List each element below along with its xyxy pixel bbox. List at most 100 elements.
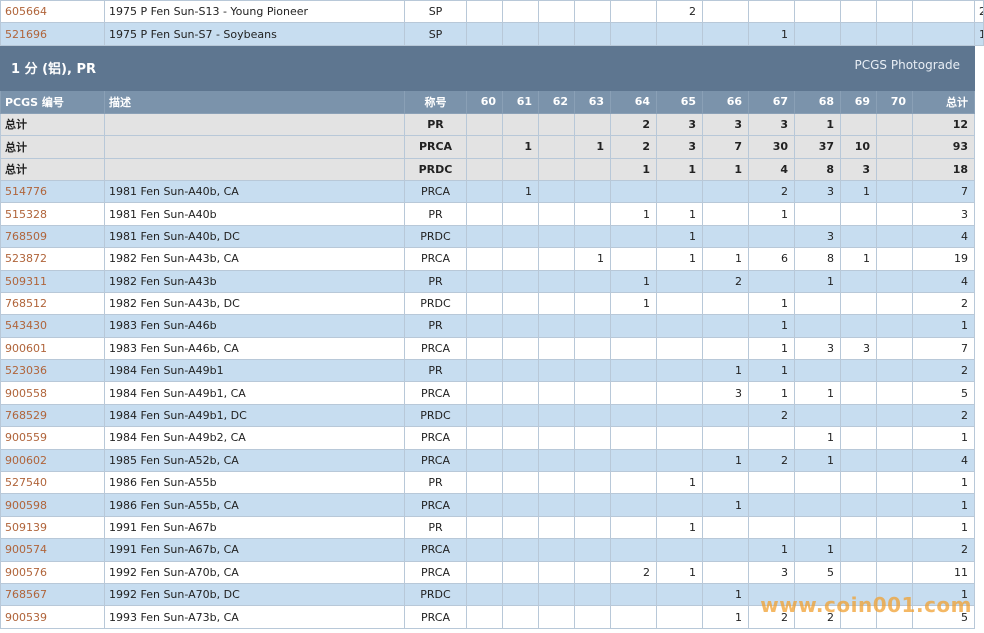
grade-count-cell (574, 582, 611, 607)
pcgs-code-link[interactable]: 515328 (5, 207, 47, 221)
grade-count-cell (502, 112, 539, 137)
pcgs-code-cell: 514776 (0, 179, 105, 204)
pcgs-code-cell: 521696 (0, 22, 105, 46)
grade-count-cell (840, 112, 877, 137)
pcgs-code-cell: 523872 (0, 247, 105, 271)
grade-count-cell: 1 (748, 381, 795, 405)
pcgs-code-link[interactable]: 523036 (5, 364, 47, 378)
description-cell: 1981 Fen Sun-A40b, DC (104, 224, 405, 249)
grade-count-cell (574, 359, 611, 383)
pcgs-code-link[interactable]: 900574 (5, 543, 47, 557)
grade-count-cell (702, 515, 749, 540)
grade-count-cell (466, 291, 503, 316)
row-total-cell: 1 (912, 426, 975, 450)
grade-count-cell (610, 515, 657, 540)
col-header-code: PCGS 编号 (0, 89, 105, 114)
grade-count-cell (538, 359, 575, 383)
grade-count-cell (840, 515, 877, 540)
pcgs-code-link[interactable]: 900559 (5, 431, 47, 445)
row-total-cell: 1 (912, 493, 975, 517)
pcgs-code-link[interactable]: 605664 (5, 5, 47, 19)
grade-count-cell: 1 (794, 269, 841, 293)
pcgs-code-link[interactable]: 521696 (5, 27, 47, 41)
photograde-link[interactable]: PCGS Photograde (854, 58, 960, 73)
grade-count-cell (538, 493, 575, 517)
table-row: 900558 1984 Fen Sun-A49b1, CA PRCA 3 1 1 5 (0, 381, 984, 405)
grade-count-cell (840, 359, 877, 383)
pcgs-code-link[interactable]: 768567 (5, 588, 47, 602)
pcgs-code-cell: 900602 (0, 448, 105, 473)
grade-count-cell (876, 224, 913, 249)
grade-count-cell: 37 (794, 135, 841, 159)
pcgs-code-link[interactable]: 900576 (5, 565, 47, 579)
grade-count-cell (466, 336, 503, 361)
pcgs-code-link[interactable]: 509139 (5, 521, 47, 534)
pcgs-code-link[interactable]: 514776 (5, 185, 47, 199)
pcgs-code-link[interactable]: 900558 (5, 386, 47, 400)
grade-count-cell (656, 22, 703, 46)
col-header-grade-61: 61 (502, 89, 539, 114)
grade-count-cell: 8 (794, 247, 841, 271)
grade-count-cell (876, 359, 913, 383)
pcgs-code-link[interactable]: 900539 (5, 610, 47, 624)
grade-count-cell (702, 538, 749, 562)
pcgs-code-link[interactable]: 523872 (5, 252, 47, 266)
grade-count-cell: 30 (748, 135, 795, 159)
pcgs-code-link[interactable]: 900601 (5, 341, 47, 355)
grade-count-cell (610, 247, 657, 271)
pcgs-code-link[interactable]: 543430 (5, 319, 47, 333)
grade-count-cell (466, 471, 503, 495)
grade-count-cell (538, 314, 575, 338)
grade-count-cell (466, 314, 503, 338)
designation-cell: PRDC (404, 157, 467, 181)
grade-count-cell: 1 (702, 605, 749, 629)
row-total-cell: 93 (912, 135, 975, 159)
pcgs-code-link[interactable]: 768512 (5, 297, 47, 311)
description-cell: 1983 Fen Sun-A46b, CA (104, 336, 405, 361)
row-total-cell: 4 (912, 448, 975, 473)
pcgs-code-cell: 515328 (0, 202, 105, 226)
table-row: 900539 1993 Fen Sun-A73b, CA PRCA 1 2 2 5 (0, 605, 984, 629)
table-row: 768567 1992 Fen Sun-A70b, DC PRDC 1 1 (0, 582, 984, 607)
table-row: 900602 1985 Fen Sun-A52b, CA PRCA 1 2 1 4 (0, 448, 984, 473)
grade-count-cell (574, 291, 611, 316)
pcgs-code-link[interactable]: 768529 (5, 409, 47, 423)
grade-count-cell (840, 269, 877, 293)
grade-count-cell (466, 269, 503, 293)
grade-count-cell (574, 0, 611, 24)
pcgs-code-link[interactable]: 900602 (5, 453, 47, 467)
grade-count-cell: 1 (794, 381, 841, 405)
pcgs-code-link[interactable]: 527540 (5, 476, 47, 490)
grade-count-cell (466, 22, 503, 46)
grade-count-cell (574, 22, 611, 46)
grade-count-cell (466, 448, 503, 473)
description-cell: 1975 P Fen Sun-S7 - Soybeans (104, 22, 405, 46)
total-label-cell: 总计 (0, 112, 105, 137)
grade-count-cell: 1 (840, 179, 877, 204)
pcgs-code-link[interactable]: 768509 (5, 229, 47, 243)
grade-count-cell (574, 493, 611, 517)
grade-count-cell (656, 538, 703, 562)
grade-count-cell: 3 (794, 336, 841, 361)
grade-count-cell (538, 224, 575, 249)
grade-count-cell (466, 403, 503, 428)
grade-count-cell (502, 291, 539, 316)
grade-count-cell (502, 471, 539, 495)
pcgs-code-link[interactable]: 509311 (5, 274, 47, 288)
grade-count-cell (610, 224, 657, 249)
grade-count-cell (538, 247, 575, 271)
grade-count-cell (502, 426, 539, 450)
grade-count-cell (702, 336, 749, 361)
designation-cell: PRCA (404, 493, 467, 517)
watermark: www.coin001.com (760, 593, 972, 617)
grade-count-cell (876, 112, 913, 137)
grade-count-cell (610, 493, 657, 517)
pcgs-code-link[interactable]: 900598 (5, 498, 47, 512)
pcgs-code-cell: 768512 (0, 291, 105, 316)
grade-count-cell (840, 448, 877, 473)
grade-count-cell (574, 381, 611, 405)
grade-count-cell (840, 291, 877, 316)
description-cell: 1993 Fen Sun-A73b, CA (104, 605, 405, 629)
grade-count-cell (656, 582, 703, 607)
